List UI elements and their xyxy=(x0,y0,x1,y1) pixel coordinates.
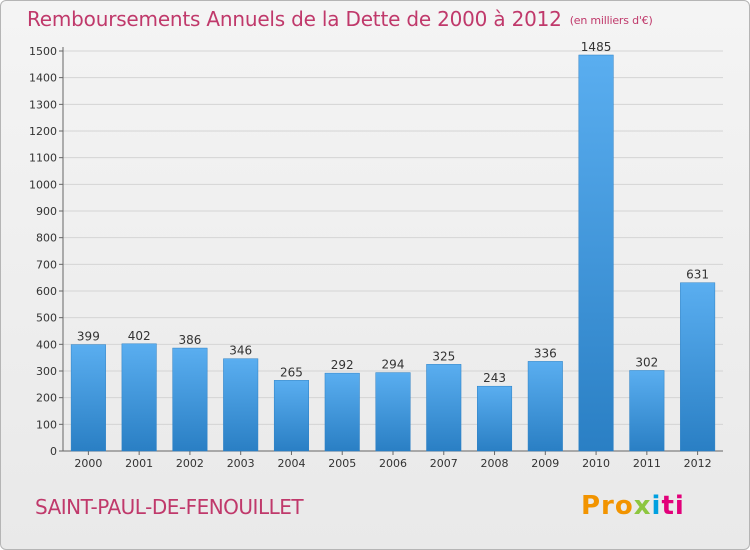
data-label-2003: 346 xyxy=(229,344,252,358)
bar-2012 xyxy=(680,282,716,452)
y-tick-label: 1100 xyxy=(29,152,57,165)
x-tick-label: 2012 xyxy=(684,457,712,470)
bar-2003 xyxy=(223,358,259,452)
bar-2007 xyxy=(426,364,462,452)
axes: 0 100 200 300 400 500 600 700 800 900 1000 1100 1200… xyxy=(29,45,723,470)
bar-2005 xyxy=(324,372,360,452)
bar-2001 xyxy=(121,343,157,452)
data-label-2006: 294 xyxy=(382,358,405,372)
y-tick-label: 1500 xyxy=(29,45,57,58)
y-tick-label: 900 xyxy=(36,205,57,218)
bar-2011 xyxy=(629,370,665,452)
commune-name: SAINT-PAUL-DE-FENOUILLET xyxy=(35,495,304,519)
x-tick-label: 2011 xyxy=(633,457,661,470)
bar-2008 xyxy=(477,385,513,452)
bar-2002 xyxy=(172,347,208,452)
y-tick-label: 400 xyxy=(36,338,57,351)
bar-2009 xyxy=(527,361,563,452)
data-label-2010: 1485 xyxy=(581,40,612,54)
bar-2006 xyxy=(375,372,411,452)
x-tick-label: 2007 xyxy=(430,457,458,470)
chart-title: Remboursements Annuels de la Dette de 20… xyxy=(27,7,653,31)
data-label-2005: 292 xyxy=(331,358,354,372)
data-label-2000: 399 xyxy=(77,330,100,344)
y-tick-label: 200 xyxy=(36,392,57,405)
x-tick-label: 2003 xyxy=(227,457,255,470)
x-tick-label: 2004 xyxy=(277,457,305,470)
bar-2000 xyxy=(70,344,106,452)
y-tick-label: 1000 xyxy=(29,178,57,191)
y-tick-label: 500 xyxy=(36,312,57,325)
data-label-2009: 336 xyxy=(534,346,557,360)
data-label-2008: 243 xyxy=(483,371,506,385)
data-label-2007: 325 xyxy=(432,349,455,363)
y-tick-label: 100 xyxy=(36,418,57,431)
x-tick-label: 2006 xyxy=(379,457,407,470)
y-tick-label: 300 xyxy=(36,365,57,378)
logo-part: Pro xyxy=(581,491,634,521)
bar-2004 xyxy=(273,380,309,452)
y-tick-label: 700 xyxy=(36,258,57,271)
logo-part: ti xyxy=(661,491,685,521)
bars xyxy=(70,54,716,452)
chart-title-text: Remboursements Annuels de la Dette de 20… xyxy=(27,7,562,31)
y-tick-label: 600 xyxy=(36,285,57,298)
x-tick-label: 2001 xyxy=(125,457,153,470)
data-label-2011: 302 xyxy=(635,355,658,369)
x-tick-label: 2005 xyxy=(328,457,356,470)
x-tick-label: 2009 xyxy=(531,457,559,470)
logo-part: x xyxy=(633,491,652,521)
data-label-2002: 386 xyxy=(178,333,201,347)
logo-part: i xyxy=(651,491,662,521)
x-tick-label: 2010 xyxy=(582,457,610,470)
y-tick-label: 1400 xyxy=(29,72,57,85)
y-tick-label: 800 xyxy=(36,232,57,245)
chart-subtitle: (en milliers d'€) xyxy=(569,14,653,27)
data-label-2001: 402 xyxy=(128,329,151,343)
data-labels: 399 402 386 346 265 292 294 325 243 336 1485 302 631 xyxy=(77,40,709,385)
x-tick-label: 2000 xyxy=(74,457,102,470)
data-label-2012: 631 xyxy=(686,268,709,282)
y-tick-label: 1300 xyxy=(29,98,57,111)
y-tick-label: 1200 xyxy=(29,125,57,138)
proxiti-logo: Proxiti xyxy=(581,491,685,521)
y-tick-label: 0 xyxy=(50,445,57,458)
data-label-2004: 265 xyxy=(280,365,303,379)
x-tick-label: 2002 xyxy=(176,457,204,470)
bar-2010 xyxy=(578,54,614,452)
x-tick-label: 2008 xyxy=(481,457,509,470)
